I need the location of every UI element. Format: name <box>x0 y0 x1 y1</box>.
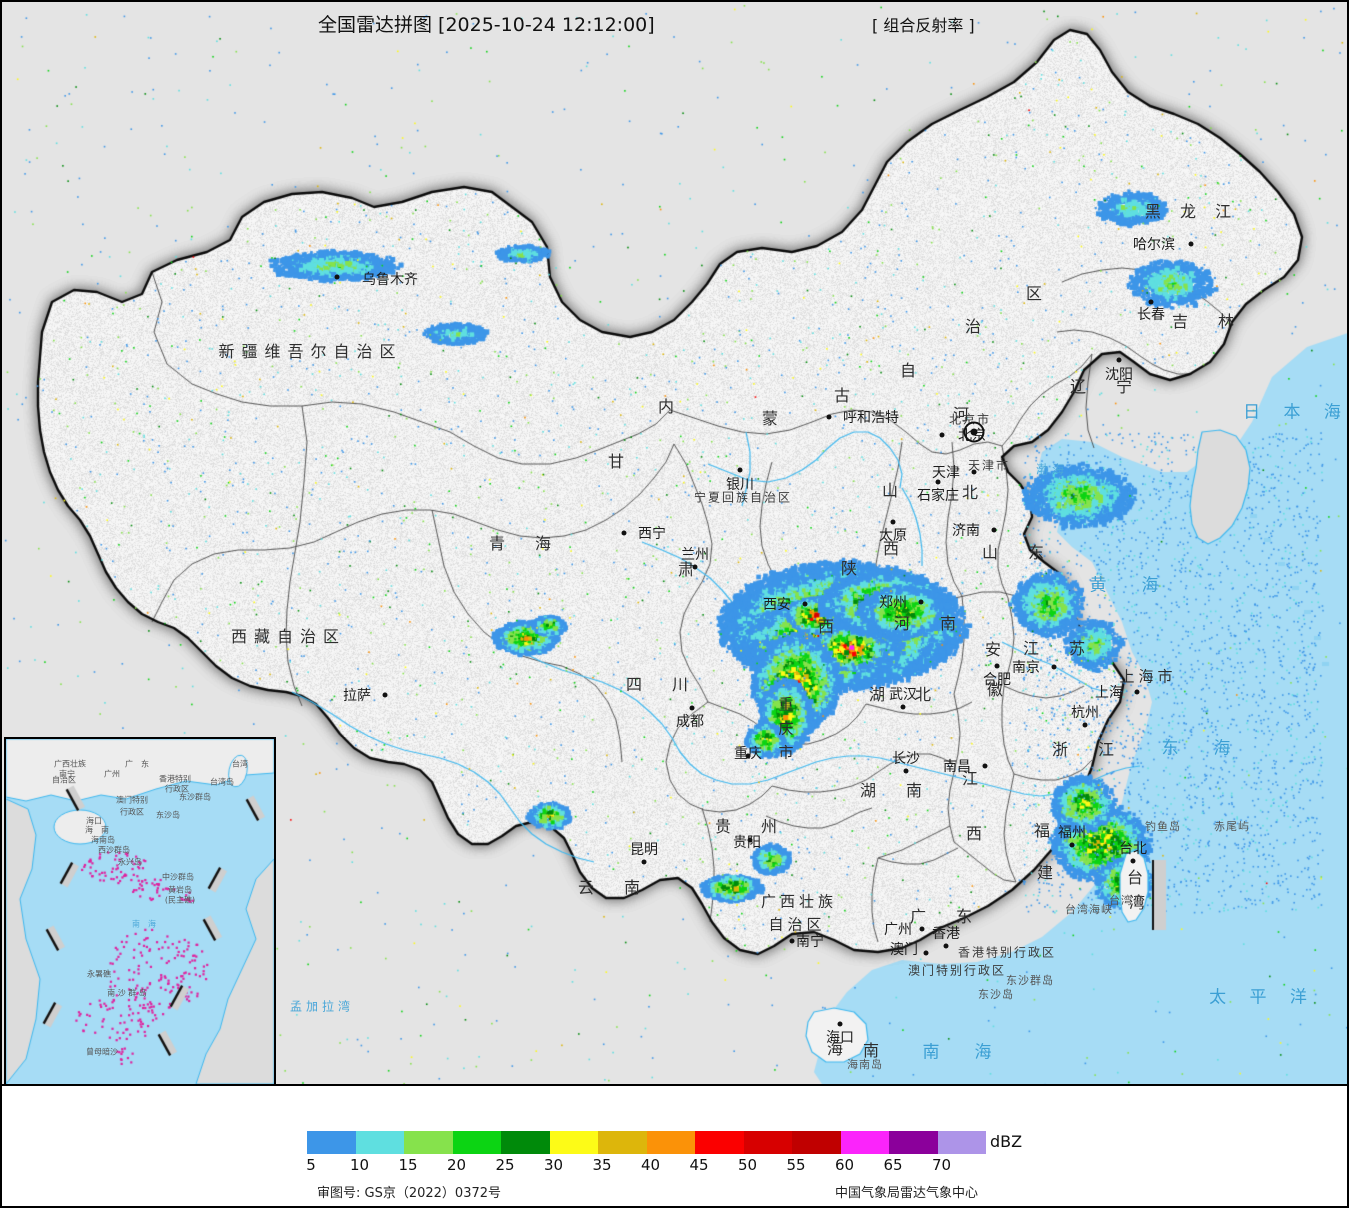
colorbar-swatch-25 <box>501 1131 550 1154</box>
colorbar-swatch-5 <box>307 1131 356 1154</box>
color-bar <box>307 1131 986 1154</box>
south-china-sea-inset[interactable] <box>4 737 276 1086</box>
colorbar-tick-40: 40 <box>641 1156 660 1174</box>
colorbar-swatch-20 <box>453 1131 502 1154</box>
colorbar-swatch-35 <box>598 1131 647 1154</box>
inset-map-canvas <box>6 739 274 1084</box>
colorbar-tick-30: 30 <box>544 1156 563 1174</box>
colorbar-tick-70: 70 <box>932 1156 951 1174</box>
colorbar-tick-65: 65 <box>883 1156 902 1174</box>
radar-mosaic-page: 新疆维吾尔自治区 西藏自治区青 海四 川云 南甘肃内蒙古自治区黑 龙 江吉 林辽 … <box>0 0 1349 1208</box>
colorbar-tick-10: 10 <box>350 1156 369 1174</box>
colorbar-swatch-60 <box>841 1131 890 1154</box>
colorbar-tick-45: 45 <box>689 1156 708 1174</box>
legend-product-mode: [ 组合反射率 ] <box>872 12 975 36</box>
colorbar-tick-50: 50 <box>738 1156 757 1174</box>
colorbar-swatch-40 <box>647 1131 696 1154</box>
colorbar-tick-25: 25 <box>495 1156 514 1174</box>
colorbar-tick-35: 35 <box>592 1156 611 1174</box>
colorbar-tick-60: 60 <box>835 1156 854 1174</box>
legend-title: 全国雷达拼图 [2025-10-24 12:12:00] <box>318 10 655 37</box>
colorbar-tick-15: 15 <box>398 1156 417 1174</box>
colorbar-swatch-15 <box>404 1131 453 1154</box>
colorbar-swatch-55 <box>792 1131 841 1154</box>
colorbar-tick-5: 5 <box>306 1156 316 1174</box>
radar-map-panel[interactable]: 新疆维吾尔自治区 西藏自治区青 海四 川云 南甘肃内蒙古自治区黑 龙 江吉 林辽 … <box>0 0 1349 1086</box>
colorbar-swatch-10 <box>356 1131 405 1154</box>
map-approval-number: 审图号: GS京（2022）0372号 <box>317 1182 501 1201</box>
colorbar-swatch-30 <box>550 1131 599 1154</box>
colorbar-tick-20: 20 <box>447 1156 466 1174</box>
issuing-agency: 中国气象局雷达气象中心 <box>835 1182 978 1201</box>
colorbar-swatch-70 <box>938 1131 987 1154</box>
colorbar-swatch-65 <box>889 1131 938 1154</box>
colorbar-unit-label: dBZ <box>990 1132 1022 1151</box>
colorbar-swatch-45 <box>695 1131 744 1154</box>
color-bar-ticks: 5 10 15 20 25 30 35 40 45 50 55 60 65 70 <box>0 1156 1349 1176</box>
colorbar-swatch-50 <box>744 1131 793 1154</box>
colorbar-tick-55: 55 <box>786 1156 805 1174</box>
